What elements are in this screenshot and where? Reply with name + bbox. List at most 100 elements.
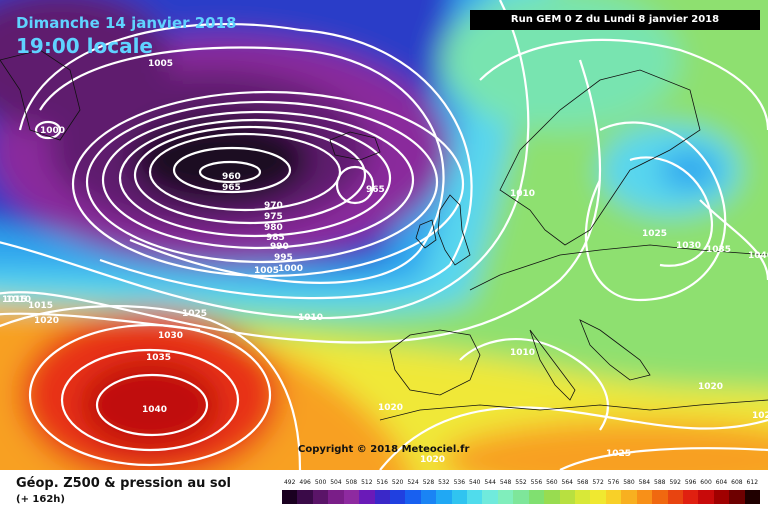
scale-tick-label: 540: [469, 479, 481, 486]
scale-tick-label: 544: [484, 479, 496, 486]
legend-title: Géop. Z500 & pression au sol: [16, 476, 231, 491]
scale-tick-label: 516: [376, 479, 388, 486]
scale-swatch: [420, 490, 437, 504]
coast-balkans: [579, 319, 651, 381]
scale-tick-label: 588: [654, 479, 666, 486]
field-africa-orange: [440, 420, 768, 470]
isobar-europe-1020: [379, 406, 768, 470]
scale-tick-label: 584: [638, 479, 651, 486]
isobar-labels: 1005 1000 960 965 965 970 975 980 985 99…: [2, 59, 768, 465]
scale-tick-label: 612: [746, 479, 759, 486]
isobar-label: 975: [264, 212, 283, 222]
isobar-990: [85, 100, 439, 264]
isobar-label: 1025: [182, 309, 207, 319]
scale-tick-label: 560: [546, 479, 558, 486]
isobar-europe-1030: [584, 121, 727, 302]
isobar-central-1010: [459, 338, 609, 431]
scale-tick-label: 572: [592, 479, 604, 486]
scale-swatch: [667, 490, 683, 504]
scale-swatch: [698, 490, 714, 504]
scale-swatch: [436, 490, 452, 504]
scale-swatch: [621, 490, 637, 504]
scale-swatch: [528, 490, 545, 504]
scale-swatch: [713, 490, 730, 504]
isobar-label: 1025: [606, 449, 631, 459]
scale-tick-label: 608: [731, 479, 743, 486]
coast-north-africa: [379, 399, 768, 421]
coast-scandinavia: [499, 69, 701, 246]
isobar-1000: [39, 46, 445, 284]
scale-swatch: [374, 490, 390, 504]
field-north-purple: [0, 0, 170, 130]
isobar-label: 1030: [676, 241, 701, 251]
coast-iceland: [329, 131, 381, 161]
forecast-date: Dimanche 14 janvier 2018: [16, 14, 237, 32]
scale-tick-label: 592: [669, 479, 681, 486]
scale-tick-label: 596: [684, 479, 697, 486]
scale-swatch: [513, 490, 529, 504]
isobar-965-east: [335, 165, 375, 205]
scale-swatch: [312, 490, 329, 504]
scale-swatch: [282, 490, 298, 504]
isobar-1030: [28, 323, 272, 467]
scale-tick-label: 600: [700, 479, 712, 486]
isobar-label: 980: [264, 223, 283, 233]
scale-swatch: [575, 490, 591, 504]
scale-tick-label: 508: [345, 479, 358, 486]
color-scale-bar: [282, 490, 761, 504]
scale-tick-label: 504: [330, 479, 342, 486]
copyright-notice: Copyright © 2018 Meteociel.fr: [298, 444, 470, 455]
isobar-label: 1025: [642, 229, 667, 239]
scale-swatch: [497, 490, 514, 504]
isobar-label: 1020: [698, 382, 723, 392]
isobar-label: 1010: [510, 189, 535, 199]
isobar-1035: [60, 348, 240, 452]
coast-british-isles: [437, 194, 471, 266]
isobar-label: 985: [266, 233, 285, 243]
isobar-label: 1010: [510, 348, 535, 358]
isobar-label: 1015: [28, 301, 53, 311]
scale-tick-label: 528: [422, 479, 435, 486]
legend-subtitle: (+ 162h): [16, 494, 65, 505]
scale-tick-label: 604: [715, 479, 728, 486]
isobar-1040: [95, 373, 209, 437]
isobar-980: [118, 118, 392, 238]
isobar-995: [71, 90, 465, 278]
scale-tick-label: 532: [438, 479, 450, 486]
scale-swatch: [590, 490, 606, 504]
isobar-label: 1010: [6, 295, 31, 305]
scale-tick-label: 552: [515, 479, 527, 486]
scale-tick-label: 536: [453, 479, 466, 486]
scale-swatch: [682, 490, 699, 504]
isobar-label: 1020: [420, 455, 445, 465]
isobar-label: 960: [222, 172, 241, 182]
isobar-985: [101, 110, 415, 250]
isobar-north-1010: [479, 38, 768, 131]
isobar-label: 970: [264, 201, 283, 211]
isobar-label: 1030: [158, 331, 183, 341]
isobar-960: [198, 160, 262, 184]
isobar-label: 1005: [254, 266, 279, 276]
coast-italy: [529, 329, 576, 401]
scale-tick-label: 556: [530, 479, 543, 486]
scale-swatch: [451, 490, 468, 504]
coast-europe-mainland: [469, 244, 768, 291]
scale-swatch: [636, 490, 653, 504]
isobar-label: 1000: [278, 264, 303, 274]
coast-greenland: [0, 49, 81, 141]
scale-swatch: [605, 490, 622, 504]
isobar-label: 1040: [748, 251, 768, 261]
scale-tick-label: 524: [407, 479, 419, 486]
scale-swatch: [297, 490, 313, 504]
scale-tick-label: 512: [361, 479, 373, 486]
scale-tick-label: 520: [391, 479, 404, 486]
isobar-label: 1040: [142, 405, 167, 415]
isobar-label: 965: [222, 183, 241, 193]
isobar-975: [133, 125, 367, 225]
scale-tick-label: 568: [576, 479, 589, 486]
forecast-time: 19:00 locale: [16, 34, 153, 58]
scale-swatch: [343, 490, 360, 504]
isobar-label: 1000: [40, 126, 65, 136]
scale-swatch: [328, 490, 344, 504]
